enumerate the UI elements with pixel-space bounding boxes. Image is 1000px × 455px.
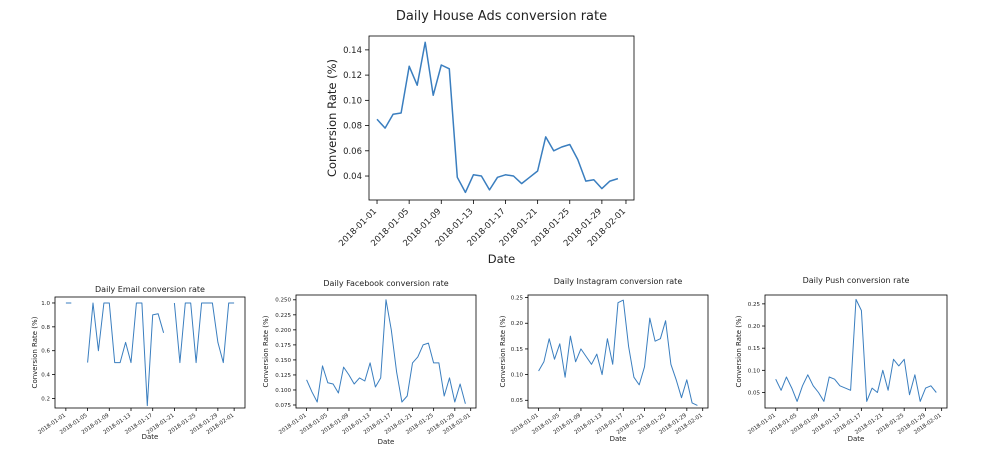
y-tick-label: 0.20 [748, 324, 761, 330]
x-axis-label: Date [142, 433, 159, 441]
y-tick-label: 0.8 [41, 325, 50, 331]
series-line [775, 298, 937, 402]
y-tick-label: 0.05 [511, 398, 524, 404]
y-tick-label: 0.04 [343, 172, 362, 182]
y-tick-label: 0.200 [275, 328, 291, 334]
y-tick-label: 0.25 [511, 295, 524, 301]
y-tick-label: 0.25 [748, 302, 761, 308]
y-tick-label: 0.10 [748, 368, 761, 374]
y-tick-label: 1.0 [41, 301, 50, 307]
y-tick-label: 0.20 [511, 321, 524, 327]
series-line [65, 302, 235, 407]
y-tick-label: 0.6 [41, 349, 50, 355]
y-tick-label: 0.10 [511, 373, 524, 379]
axes-frame [527, 294, 709, 409]
x-axis-label: Date [610, 435, 627, 443]
y-tick-label: 0.250 [275, 298, 291, 304]
y-tick-label: 0.100 [275, 388, 291, 394]
chart-title: Daily Instagram conversion rate [554, 277, 683, 286]
chart-push: Daily Push conversion rate 0.05 0.10 0.15 0.… [735, 276, 948, 443]
chart-title: Daily Push conversion rate [803, 276, 910, 285]
y-tick-label: 0.06 [343, 147, 362, 157]
y-tick-label: 0.075 [275, 403, 291, 409]
y-axis-label: Conversion Rate (%) [735, 315, 743, 387]
y-tick-label: 0.15 [511, 347, 524, 353]
y-tick-label: 0.08 [343, 122, 362, 132]
y-axis-label: Conversion Rate (%) [499, 315, 507, 387]
y-tick-label: 0.2 [41, 396, 50, 402]
series-line [306, 299, 466, 404]
axes-frame [54, 296, 246, 409]
y-axis-label: Conversion Rate (%) [31, 316, 39, 388]
y-tick-label: 0.15 [748, 346, 761, 352]
axes-frame [368, 35, 635, 201]
chart-title: Daily Facebook conversion rate [323, 279, 448, 288]
axes-frame [764, 294, 948, 409]
series-line [376, 41, 619, 194]
y-tick-label: 0.10 [343, 96, 362, 106]
y-tick-label: 0.12 [343, 71, 362, 81]
y-tick-label: 0.125 [275, 373, 291, 379]
y-tick-label: 0.225 [275, 313, 291, 319]
y-tick-label: 0.05 [748, 390, 761, 396]
y-tick-label: 0.4 [41, 373, 50, 379]
y-axis-label: Conversion Rate (%) [262, 315, 270, 387]
chart-facebook: Daily Facebook conversion rate 0.075 0.100… [262, 279, 477, 446]
series-line [538, 299, 698, 406]
y-tick-label: 0.175 [275, 343, 291, 349]
chart-email: Daily Email conversion rate 0.2 0.4 0.6 0.8 1… [31, 285, 246, 441]
chart-instagram: Daily Instagram conversion rate 0.05 0.10 0… [499, 277, 709, 443]
chart-title: Daily Email conversion rate [95, 285, 205, 294]
x-axis-label: Date [848, 435, 865, 443]
chart-title: Daily House Ads conversion rate [396, 9, 607, 24]
y-axis-label: Conversion Rate (%) [325, 59, 339, 177]
y-tick-label: 0.14 [343, 46, 362, 56]
axes-frame [295, 294, 477, 409]
y-tick-label: 0.150 [275, 358, 291, 364]
x-axis-label: Date [378, 438, 395, 446]
x-axis-label: Date [488, 252, 516, 266]
chart-house-ads: Daily House Ads conversion rate 0.04 0.06 0… [325, 9, 635, 266]
